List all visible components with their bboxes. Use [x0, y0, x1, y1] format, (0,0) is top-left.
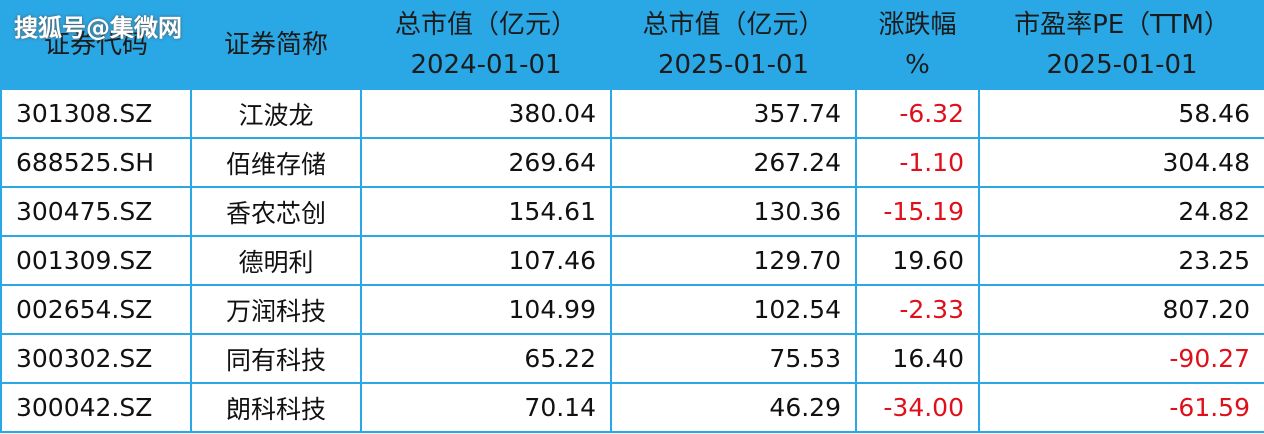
table-cell: 24.82: [978, 186, 1264, 237]
column-header: 涨跌幅%: [855, 0, 980, 90]
table-cell: 002654.SZ: [0, 284, 192, 335]
table-row: 002654.SZ 万润科技 104.99 102.54 -2.33 807.20: [0, 284, 1264, 335]
column-header: 证券简称: [190, 0, 362, 90]
table-cell: 58.46: [978, 88, 1264, 139]
table-cell: 香农芯创: [190, 186, 362, 237]
table-row: 300475.SZ 香农芯创 154.61 130.36 -15.19 24.82: [0, 186, 1264, 237]
table-cell: 23.25: [978, 235, 1264, 286]
table-cell: 16.40: [855, 333, 980, 384]
header-line: 总市值（亿元）: [394, 10, 577, 40]
table-cell: 301308.SZ: [0, 88, 192, 139]
table-cell: 104.99: [360, 284, 612, 335]
table-cell: 300042.SZ: [0, 382, 192, 433]
table-cell: -90.27: [978, 333, 1264, 384]
table-cell: 102.54: [610, 284, 857, 335]
table-cell: -1.10: [855, 137, 980, 188]
table-cell: 107.46: [360, 235, 612, 286]
table-cell: 65.22: [360, 333, 612, 384]
table-row: 001309.SZ 德明利 107.46 129.70 19.60 23.25: [0, 235, 1264, 286]
header-line: %: [905, 50, 930, 80]
table-cell: 300302.SZ: [0, 333, 192, 384]
header-line: 2025-01-01: [657, 50, 810, 80]
table-cell: 807.20: [978, 284, 1264, 335]
table-cell: 357.74: [610, 88, 857, 139]
header-line: 总市值（亿元）: [642, 10, 825, 40]
header-line: 证券代码: [43, 30, 148, 60]
table-cell: 380.04: [360, 88, 612, 139]
table-cell: -34.00: [855, 382, 980, 433]
table-cell: 300475.SZ: [0, 186, 192, 237]
table-cell: 江波龙: [190, 88, 362, 139]
table-cell: 130.36: [610, 186, 857, 237]
column-header: 总市值（亿元） 2024-01-01: [360, 0, 612, 90]
table-cell: 129.70: [610, 235, 857, 286]
table-cell: 19.60: [855, 235, 980, 286]
table-cell: 267.24: [610, 137, 857, 188]
table-row: 300302.SZ 同有科技 65.22 75.53 16.40 -90.27: [0, 333, 1264, 384]
table-cell: -15.19: [855, 186, 980, 237]
header-line: 证券简称: [223, 30, 328, 60]
table-row: 688525.SH 佰维存储 269.64 267.24 -1.10 304.48: [0, 137, 1264, 188]
table-cell: 154.61: [360, 186, 612, 237]
table-cell: -2.33: [855, 284, 980, 335]
table-cell: 001309.SZ: [0, 235, 192, 286]
header-line: 市盈率PE（TTM）: [1014, 10, 1230, 40]
header-line: 2025-01-01: [1046, 50, 1198, 80]
table-cell: 朗科科技: [190, 382, 362, 433]
watermark: 搜狐号@集微网: [14, 14, 182, 42]
header-row: 证券代码 证券简称 总市值（亿元） 2024-01-01 总市值（亿元） 2025-01-…: [0, 0, 1264, 90]
column-header: 总市值（亿元） 2025-01-01: [610, 0, 857, 90]
table-cell: 佰维存储: [190, 137, 362, 188]
table-cell: 德明利: [190, 235, 362, 286]
header-line: 2024-01-01: [410, 50, 562, 80]
table-cell: -6.32: [855, 88, 980, 139]
table-cell: 46.29: [610, 382, 857, 433]
table-cell: -61.59: [978, 382, 1264, 433]
table-cell: 同有科技: [190, 333, 362, 384]
column-header: 证券代码: [0, 0, 192, 90]
table-cell: 75.53: [610, 333, 857, 384]
table-cell: 304.48: [978, 137, 1264, 188]
table-cell: 70.14: [360, 382, 612, 433]
header-line: 涨跌幅: [878, 10, 957, 40]
table-row: 300042.SZ 朗科科技 70.14 46.29 -34.00 -61.59: [0, 382, 1264, 433]
table-row: 301308.SZ 江波龙 380.04 357.74 -6.32 58.46: [0, 88, 1264, 139]
column-header: 市盈率PE（TTM） 2025-01-01: [978, 0, 1264, 90]
table-body: 301308.SZ 江波龙 380.04 357.74 -6.32 58.46 688525…: [0, 88, 1264, 433]
table-cell: 万润科技: [190, 284, 362, 335]
table-cell: 269.64: [360, 137, 612, 188]
table-cell: 688525.SH: [0, 137, 192, 188]
